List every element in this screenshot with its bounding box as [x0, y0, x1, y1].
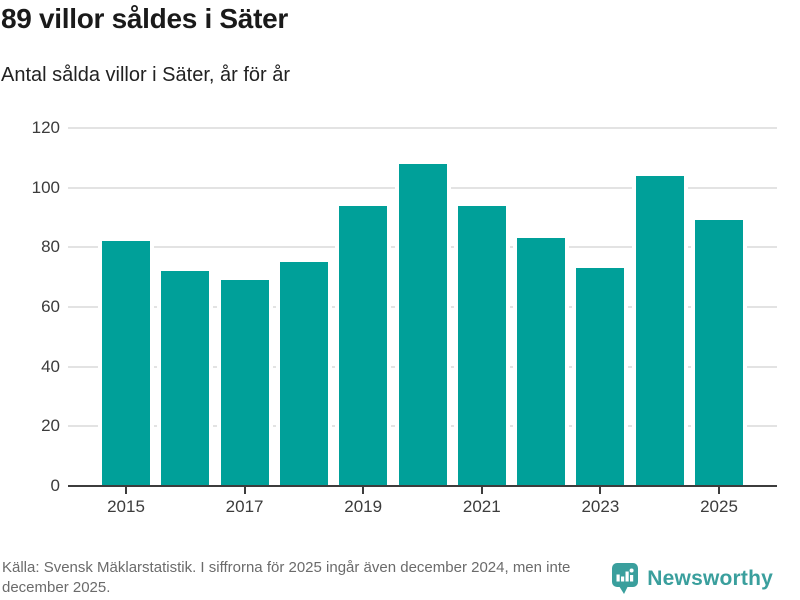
gridline-120 — [68, 127, 777, 129]
bar-2021 — [457, 205, 506, 486]
x-tick-label-2015: 2015 — [107, 497, 145, 516]
y-tick-label-20: 20 — [41, 416, 60, 436]
y-axis: 0 20 40 60 80 100 120 — [0, 118, 60, 495]
x-tick-label-2021: 2021 — [462, 497, 501, 516]
bar-2017 — [220, 280, 269, 486]
x-tick-2017 — [243, 487, 246, 494]
x-tick-2019 — [362, 487, 365, 494]
y-tick-label-80: 80 — [41, 237, 60, 257]
bar-2025 — [695, 220, 743, 486]
bar-2019 — [339, 205, 388, 486]
y-tick-label-100: 100 — [31, 177, 60, 197]
plot-area: 2015 2017 2019 2021 2023 2025 — [68, 127, 777, 516]
y-tick-label-120: 120 — [31, 118, 60, 137]
bar-2018 — [279, 262, 328, 486]
bar-2016 — [161, 271, 210, 486]
newsworthy-logo: Newsworthy — [611, 561, 773, 597]
y-tick-label-0: 0 — [50, 476, 60, 495]
bar-2015 — [102, 241, 150, 486]
bar-2023 — [576, 268, 625, 486]
x-tick-2021 — [480, 487, 483, 494]
source-note: Källa: Svensk Mäklarstatistik. I siffror… — [2, 559, 571, 596]
x-tick-label-2025: 2025 — [700, 497, 738, 516]
x-tick-label-2019: 2019 — [344, 497, 383, 516]
chart-title: 89 villor såldes i Säter — [1, 3, 288, 34]
y-tick-label-40: 40 — [41, 356, 60, 376]
bar-2022 — [517, 238, 566, 486]
x-tick-2015 — [125, 487, 127, 494]
x-tick-label-2017: 2017 — [225, 497, 264, 516]
x-tick-label-2023: 2023 — [581, 497, 620, 516]
x-tick-2023 — [599, 487, 602, 494]
x-tick-2025 — [718, 487, 720, 494]
bar-chart: 0 20 40 60 80 100 120 2015 2017 2019 2021 2023 2025 — [0, 118, 800, 516]
x-axis-line — [68, 485, 777, 487]
bar-2024 — [635, 175, 684, 486]
y-tick-label-60: 60 — [41, 297, 60, 316]
newsworthy-icon — [612, 563, 639, 594]
newsworthy-wordmark: Newsworthy — [647, 567, 773, 590]
bar-2020 — [398, 163, 447, 486]
chart-subtitle: Antal sålda villor i Säter, år för år — [1, 64, 291, 86]
